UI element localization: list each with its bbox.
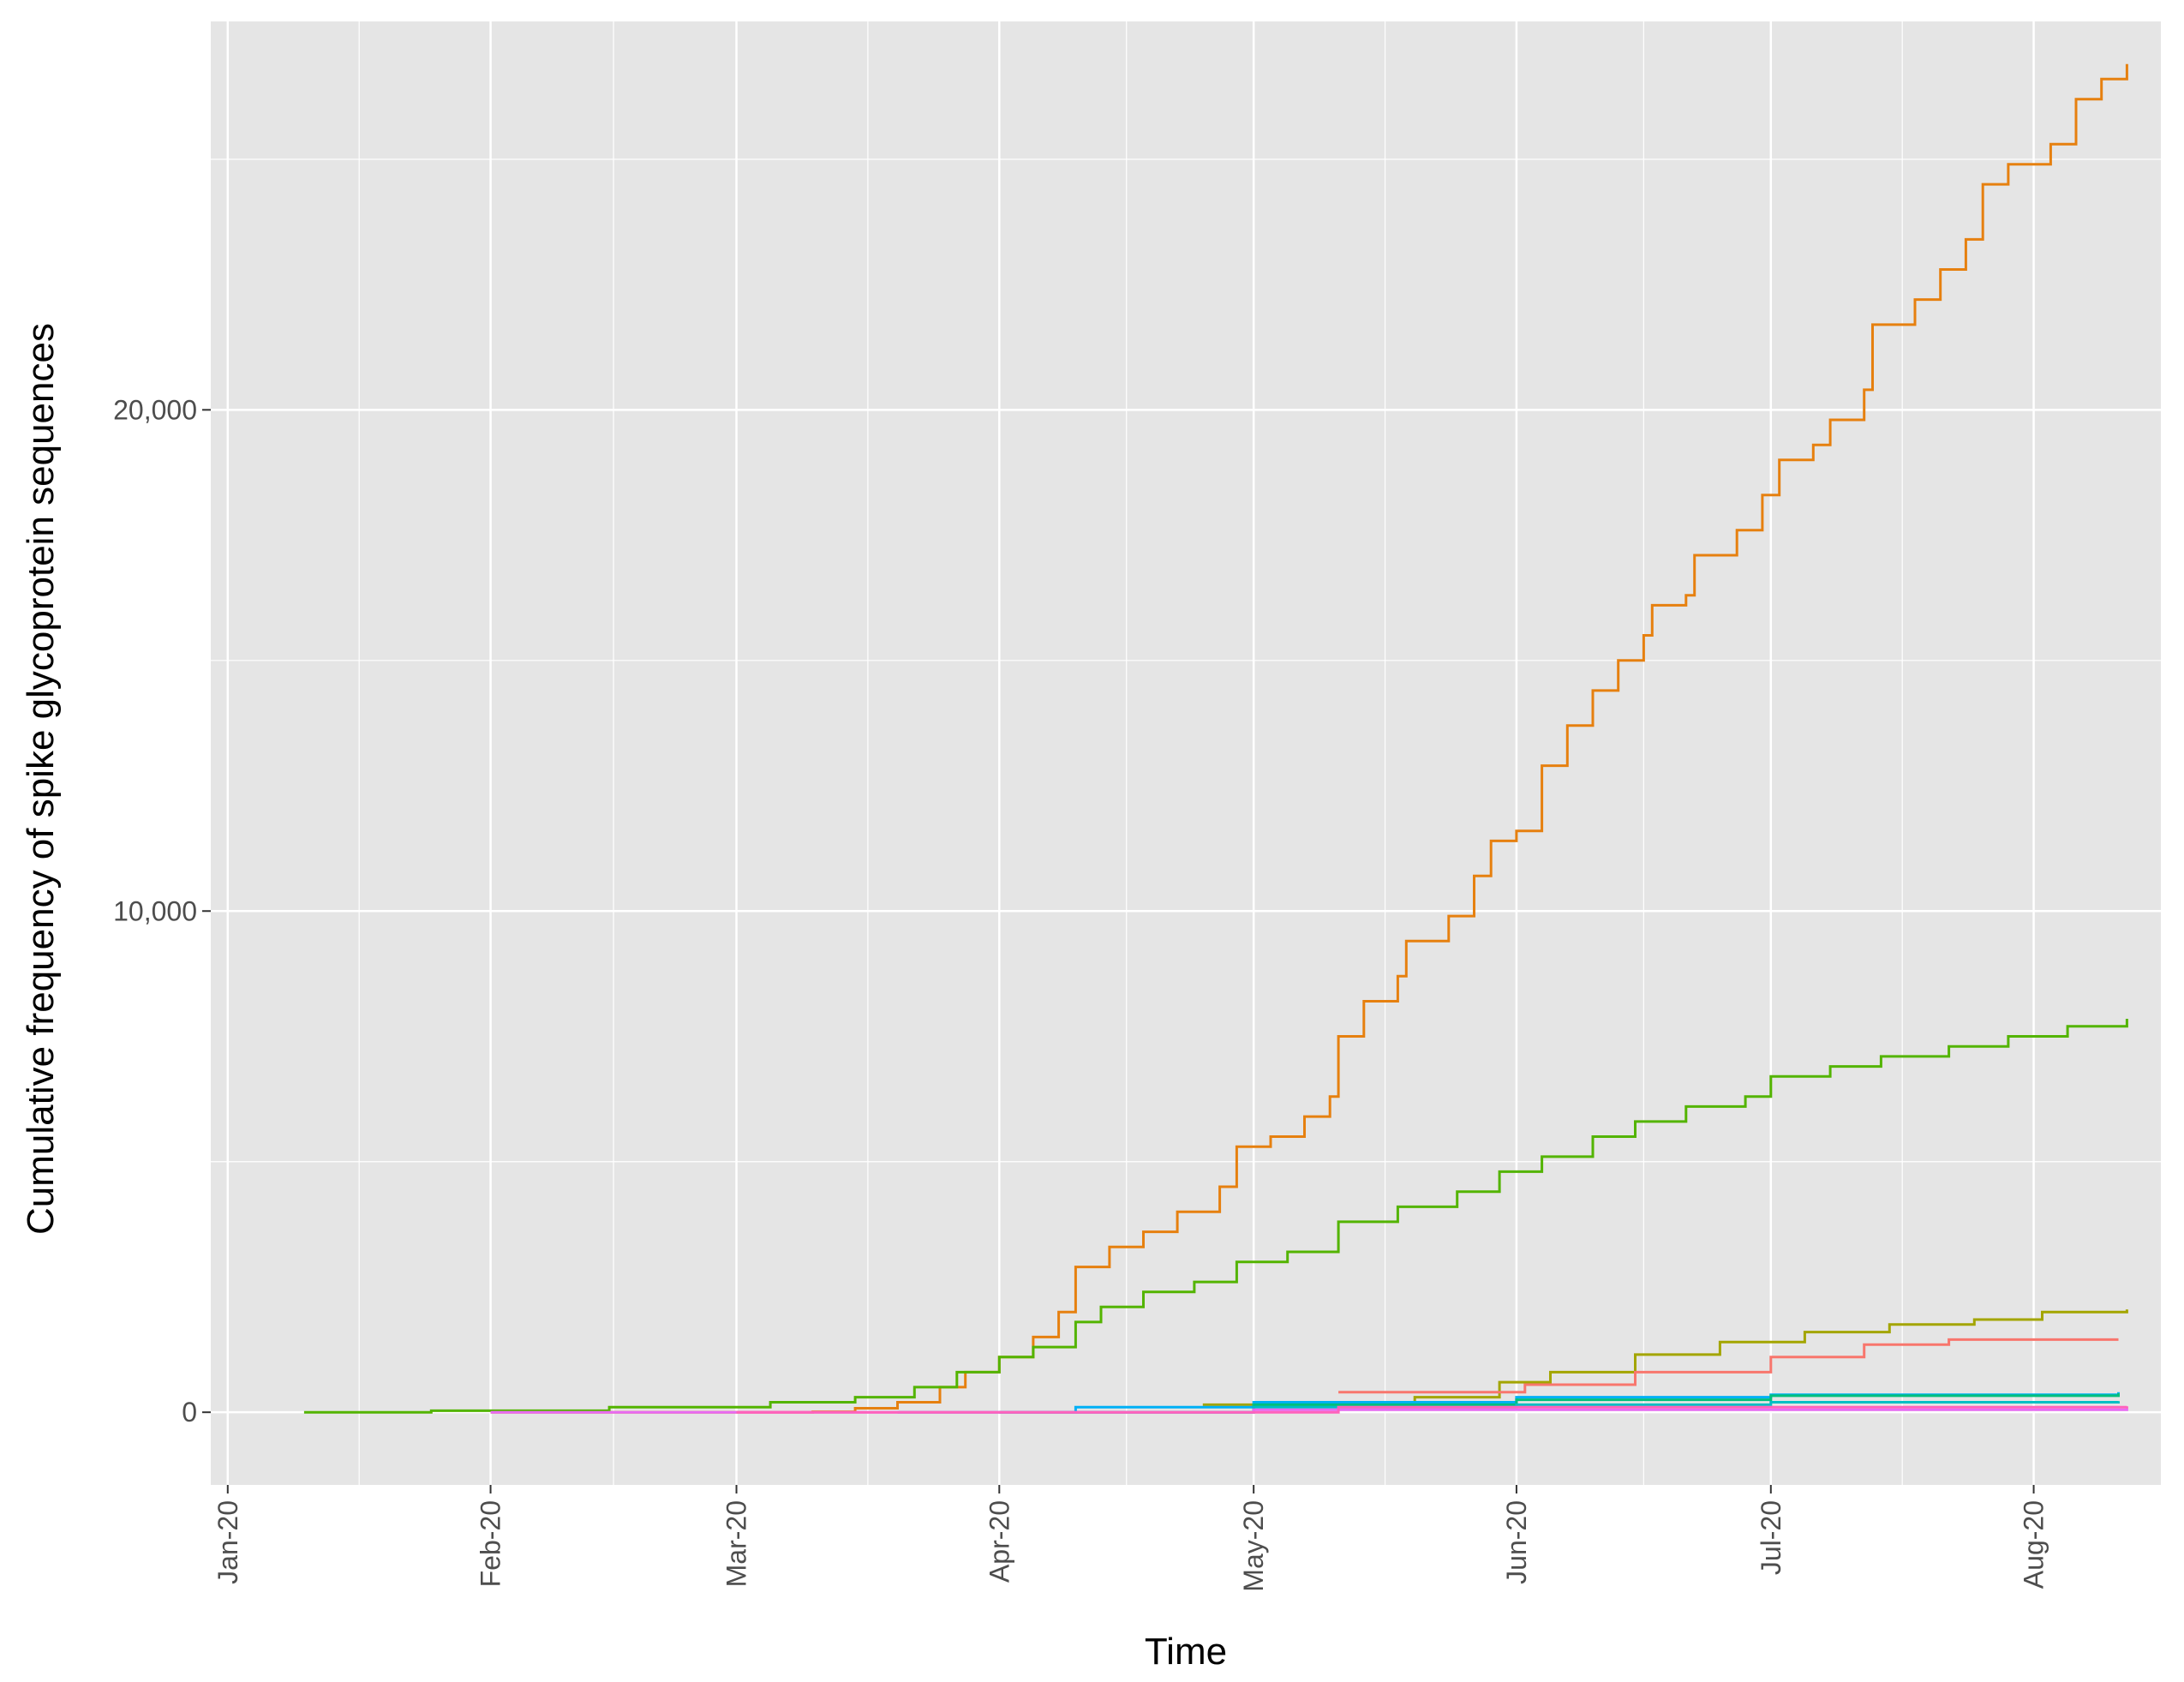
- x-axis-title: Time: [1145, 1631, 1227, 1673]
- x-tick-label: May-20: [1238, 1500, 1269, 1592]
- series-line-1: [490, 63, 2128, 1414]
- series-layer: [303, 63, 2128, 1414]
- x-tick-label: Jan-20: [212, 1500, 243, 1584]
- series-line-2: [303, 1019, 2128, 1414]
- x-tick-label: Mar-20: [721, 1500, 752, 1587]
- y-axis-title: Cumulative frequency of spike glycoprote…: [20, 323, 62, 1235]
- x-axis: Jan-20 Feb-20 Mar-20 Apr-20 May-20 Jun-20 Jul-…: [212, 1485, 2049, 1592]
- plot-panel: [211, 21, 2161, 1485]
- y-axis: 0 10,000 20,000: [113, 394, 211, 1428]
- x-tick-label: Aug-20: [2019, 1500, 2049, 1589]
- series-line-4: [1338, 1338, 2119, 1394]
- x-tick-label: Jul-20: [1756, 1500, 1786, 1575]
- minor-gridlines: [211, 21, 2161, 1485]
- x-tick-label: Jun-20: [1501, 1500, 1532, 1584]
- y-tick-label: 20,000: [113, 394, 197, 425]
- x-tick-label: Apr-20: [984, 1500, 1014, 1583]
- y-tick-label: 0: [182, 1397, 197, 1428]
- x-tick-label: Feb-20: [476, 1500, 506, 1587]
- y-tick-label: 10,000: [113, 895, 197, 926]
- series-line-9: [736, 1405, 2128, 1414]
